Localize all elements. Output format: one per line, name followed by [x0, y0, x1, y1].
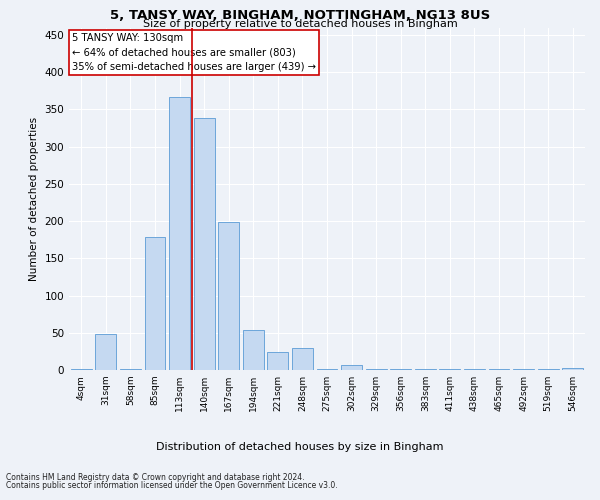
Text: 5, TANSY WAY, BINGHAM, NOTTINGHAM, NG13 8US: 5, TANSY WAY, BINGHAM, NOTTINGHAM, NG13 …: [110, 9, 490, 22]
Bar: [145, 236, 166, 370]
Bar: [169, 98, 190, 370]
Bar: [292, 348, 313, 370]
Text: Size of property relative to detached houses in Bingham: Size of property relative to detached ho…: [143, 19, 457, 29]
Bar: [268, 352, 289, 370]
Bar: [341, 365, 362, 370]
Text: Distribution of detached houses by size in Bingham: Distribution of detached houses by size …: [156, 442, 444, 452]
Bar: [194, 118, 215, 370]
Y-axis label: Number of detached properties: Number of detached properties: [29, 116, 39, 281]
Text: Contains public sector information licensed under the Open Government Licence v3: Contains public sector information licen…: [6, 481, 338, 490]
Bar: [95, 334, 116, 370]
Bar: [218, 222, 239, 370]
Bar: [562, 368, 583, 370]
Text: Contains HM Land Registry data © Crown copyright and database right 2024.: Contains HM Land Registry data © Crown c…: [6, 472, 305, 482]
Bar: [243, 330, 264, 370]
Text: 5 TANSY WAY: 130sqm
← 64% of detached houses are smaller (803)
35% of semi-detac: 5 TANSY WAY: 130sqm ← 64% of detached ho…: [71, 32, 316, 72]
